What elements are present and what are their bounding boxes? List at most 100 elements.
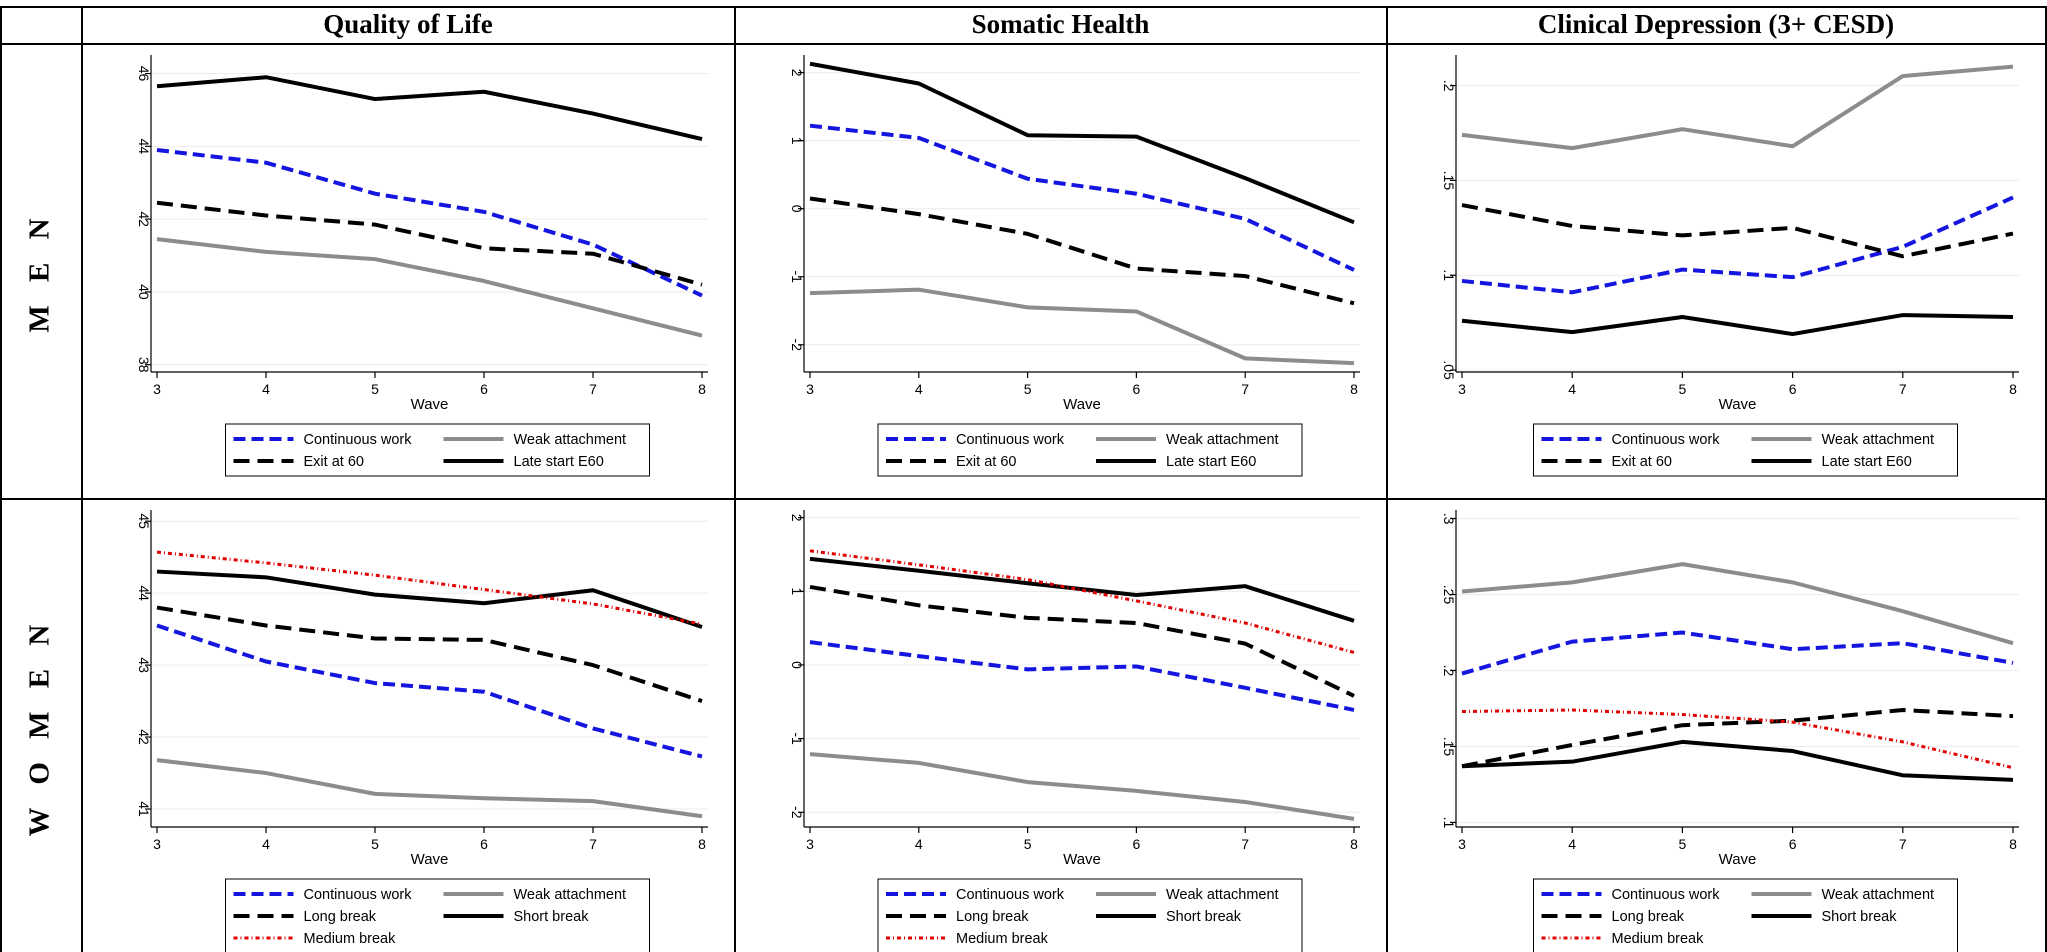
- legend-label-late-start-e60: Late start E60: [1166, 454, 1256, 470]
- legend-label-medium-break: Medium break: [956, 931, 1049, 947]
- series-line-medium-break: [809, 549, 1355, 654]
- legend-label-medium-break: Medium break: [1612, 931, 1705, 947]
- legend-label-late-start-e60: Late start E60: [1822, 454, 1912, 470]
- series-line-short-break: [809, 556, 1355, 623]
- x-tick-label: 6: [480, 381, 488, 397]
- x-axis-label: Wave: [1719, 851, 1757, 868]
- x-tick-label: 5: [371, 836, 379, 852]
- legend-label-weak-attachment: Weak attachment: [1822, 432, 1935, 448]
- legend-label-weak-attachment: Weak attachment: [1166, 432, 1279, 448]
- x-tick-label: 5: [1679, 381, 1687, 397]
- column-header-clinical-depression: Clinical Depression (3+ CESD): [1537, 9, 1895, 39]
- row-divider: [0, 498, 2047, 500]
- legend-box: [1533, 423, 1958, 477]
- legend-label-short-break: Short break: [514, 909, 590, 925]
- legend-label-exit-at-60: Exit at 60: [956, 454, 1016, 470]
- x-tick-label: 6: [480, 836, 488, 852]
- x-tick-label: 5: [1679, 836, 1687, 852]
- series-line-continuous-work: [156, 623, 703, 759]
- y-tick-label: 1: [789, 587, 805, 595]
- column-divider-1: [734, 6, 736, 952]
- header-divider: [0, 43, 2047, 45]
- x-tick-label: 4: [1568, 381, 1576, 397]
- series-line-medium-break: [1461, 708, 2014, 770]
- legend-label-continuous-work: Continuous work: [956, 887, 1065, 903]
- row-header-divider: [81, 6, 83, 952]
- top-border: [0, 6, 2047, 8]
- row-header-men: M E N: [0, 45, 80, 498]
- series-line-late-start-e60: [1461, 313, 2014, 337]
- series-line-weak-attachment: [1461, 64, 2014, 151]
- y-tick-label: .3: [1441, 513, 1457, 525]
- x-tick-label: 7: [1241, 381, 1249, 397]
- series-line-late-start-e60: [809, 61, 1355, 225]
- column-divider-2: [1386, 6, 1388, 952]
- y-tick-label: 2: [789, 69, 805, 77]
- x-axis-label: Wave: [1063, 396, 1101, 413]
- y-tick-label: -1: [789, 271, 805, 284]
- x-tick-label: 8: [2009, 836, 2017, 852]
- y-tick-label: 38: [136, 357, 152, 373]
- x-tick-label: 4: [262, 381, 270, 397]
- legend-label-continuous-work: Continuous work: [304, 887, 413, 903]
- chart-svg: .05 .1 .15 .2 3 4 5 6 7 8 Wave Continuous work Weak …: [1441, 55, 2019, 477]
- legend-box: [877, 878, 1303, 952]
- y-tick-label: 0: [789, 205, 805, 213]
- legend-label-continuous-work: Continuous work: [956, 432, 1065, 448]
- series-line-late-start-e60: [156, 75, 703, 142]
- chart-men-somatic-health: -2 -1 0 1 2 3 4 5 6 7 8 Wave Continuous work Weak att…: [736, 45, 1386, 498]
- series-line-long-break: [1461, 708, 2014, 769]
- y-tick-label: 45: [136, 513, 152, 529]
- x-tick-label: 8: [698, 836, 706, 852]
- chart-men-quality-of-life: 38 40 42 44 46 3 4 5 6 7 8 Wave Continuous work Weak …: [83, 45, 734, 498]
- series-line-short-break: [1461, 739, 2014, 782]
- y-tick-label: 41: [136, 801, 152, 817]
- x-tick-label: 4: [262, 836, 270, 852]
- y-tick-label: 42: [136, 211, 152, 227]
- series-line-continuous-work: [1461, 630, 2014, 676]
- x-tick-label: 3: [806, 836, 814, 852]
- column-header-somatic-health: Somatic Health: [971, 9, 1150, 39]
- series-line-long-break: [156, 605, 703, 703]
- y-tick-label: .2: [1441, 80, 1457, 92]
- y-tick-label: 44: [136, 585, 152, 601]
- series-line-weak-attachment: [809, 287, 1355, 366]
- x-tick-label: 6: [1133, 836, 1141, 852]
- legend-label-short-break: Short break: [1822, 909, 1898, 925]
- x-axis-label: Wave: [1063, 851, 1101, 868]
- chart-women-clinical-depression: .1 .15 .2 .25 .3 3 4 5 6 7 8 Wave Continuous work Wea…: [1388, 500, 2045, 952]
- y-tick-label: 40: [136, 284, 152, 300]
- chart-svg: 38 40 42 44 46 3 4 5 6 7 8 Wave Continuous work Weak …: [136, 55, 708, 477]
- legend-label-late-start-e60: Late start E60: [514, 454, 604, 470]
- y-tick-label: -1: [789, 732, 805, 745]
- legend-label-weak-attachment: Weak attachment: [514, 432, 627, 448]
- legend-box: [225, 423, 650, 477]
- x-tick-label: 4: [1568, 836, 1576, 852]
- legend-label-long-break: Long break: [1612, 909, 1685, 925]
- y-tick-label: 0: [789, 661, 805, 669]
- chart-svg: -2 -1 0 1 2 3 4 5 6 7 8 Wave Continuous work Weak att…: [789, 55, 1360, 477]
- series-line-exit-at-60: [156, 200, 703, 287]
- x-tick-label: 6: [1133, 381, 1141, 397]
- series-line-exit-at-60: [809, 196, 1355, 306]
- chart-svg: .1 .15 .2 .25 .3 3 4 5 6 7 8 Wave Continuous work Wea…: [1441, 510, 2019, 952]
- x-tick-label: 3: [1458, 381, 1466, 397]
- y-tick-label: 42: [136, 729, 152, 745]
- legend-label-long-break: Long break: [304, 909, 377, 925]
- x-tick-label: 6: [1789, 836, 1797, 852]
- row-header-men-label: M E N: [23, 210, 56, 333]
- legend-label-exit-at-60: Exit at 60: [304, 454, 364, 470]
- chart-women-somatic-health: -2 -1 0 1 2 3 4 5 6 7 8 Wave Continuous work Weak att…: [736, 500, 1386, 952]
- x-tick-label: 8: [2009, 381, 2017, 397]
- series-line-short-break: [156, 569, 703, 629]
- legend-label-short-break: Short break: [1166, 909, 1242, 925]
- y-tick-label: .15: [1441, 737, 1457, 757]
- y-tick-label: 2: [789, 514, 805, 522]
- legend-box: [225, 878, 650, 952]
- x-tick-label: 3: [1458, 836, 1466, 852]
- legend-label-weak-attachment: Weak attachment: [1166, 887, 1279, 903]
- x-axis-label: Wave: [411, 851, 449, 868]
- y-tick-label: .1: [1441, 269, 1457, 281]
